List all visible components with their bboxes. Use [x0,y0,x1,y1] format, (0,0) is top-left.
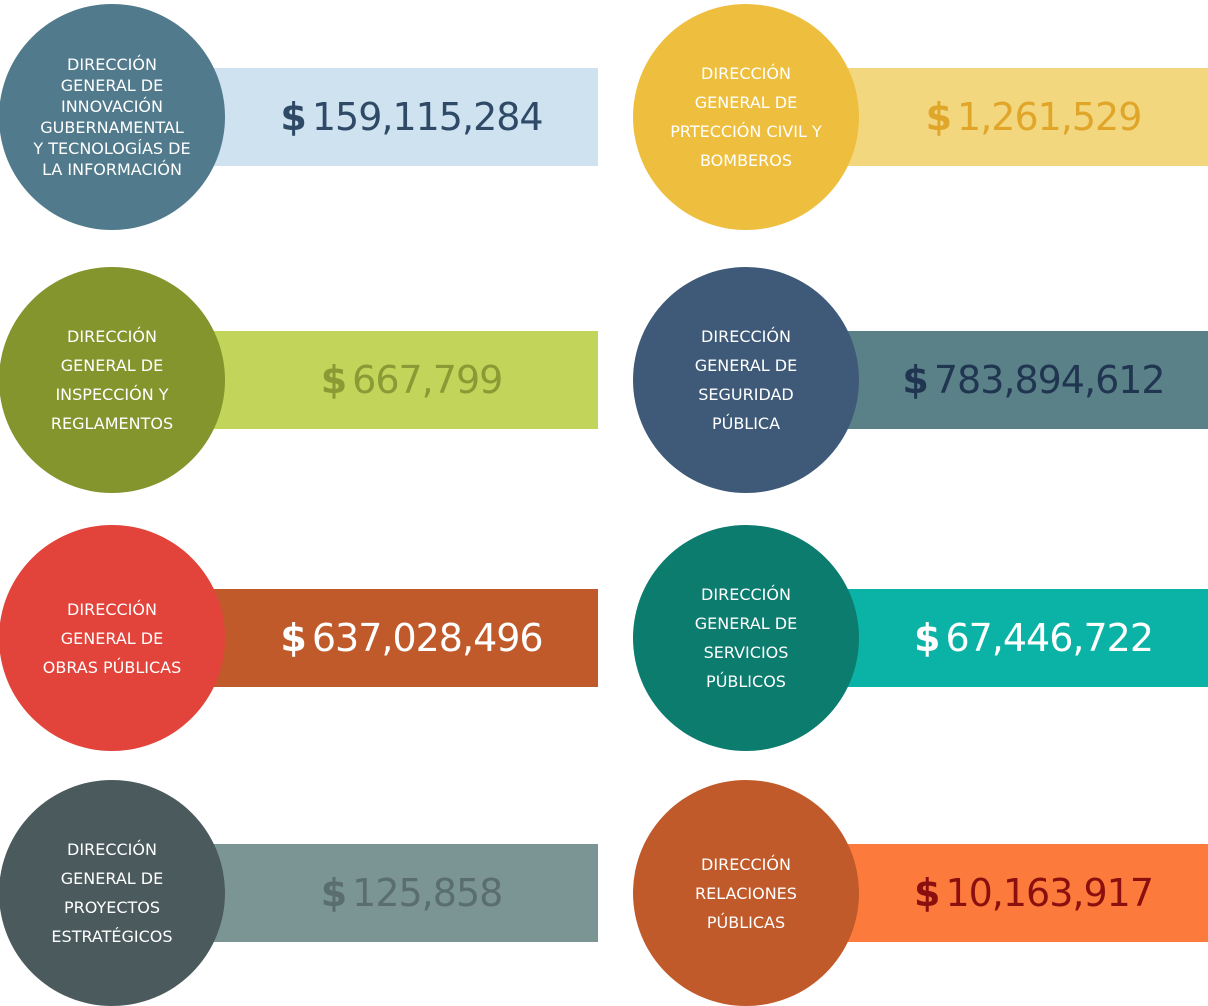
department-label: PROYECTOS [63,898,161,917]
department-label: ESTRATÉGICOS [51,927,173,946]
department-label: GENERAL DE [60,356,164,375]
currency-symbol: $ [925,95,952,139]
amount-value: 125,858 [352,871,503,915]
amount-band [834,844,1208,942]
department-label: SEGURIDAD [698,385,794,404]
amount: $667,799 [225,331,598,429]
department-label: GUBERNAMENTAL [40,118,184,137]
department-label: INSPECCIÓN Y [55,385,169,404]
amount-band [200,589,598,687]
amount-value: 637,028,496 [311,616,544,660]
currency-symbol: $ [913,616,940,660]
amount-band [834,589,1208,687]
currency-symbol: $ [913,871,940,915]
department-label: OBRAS PÚBLICAS [42,657,182,677]
currency-symbol: $ [320,871,347,915]
department-circle: DIRECCIÓN GENERAL DE INSPECCIÓN Y REGLAMENT… [0,267,225,493]
department-label: DIRECCIÓN [67,55,157,74]
department-label: PÚBLICAS [706,912,786,932]
department-circle: DIRECCIÓN GENERAL DE OBRAS PÚBLICAS [0,525,225,751]
department-circle: DIRECCIÓN RELACIONES PÚBLICAS [633,780,859,1006]
amount-band [200,844,598,942]
department-label: DIRECCIÓN [701,327,791,346]
department-label: SERVICIOS [703,643,789,662]
amount-band [834,68,1208,166]
department-circle: DIRECCIÓN GENERAL DE PRTECCIÓN CIVIL Y BOMB… [633,4,859,230]
department-label: REGLAMENTOS [50,414,174,433]
department-label: PÚBLICOS [706,672,786,691]
department-label: DIRECCIÓN [67,840,157,859]
department-label: RELACIONES [695,883,797,903]
department-label: LA INFORMACIÓN [42,160,182,179]
currency-symbol: $ [902,358,928,402]
department-label: Y TECNOLOGÍAS DE [33,139,191,158]
department-label: GENERAL DE [694,614,798,633]
amount-band [834,331,1208,429]
department-label: DIRECCIÓN [67,327,157,346]
currency-symbol: $ [280,95,306,139]
currency-symbol: $ [280,616,306,660]
department-label: GENERAL DE [694,356,798,375]
department-label: GENERAL DE [60,869,164,888]
amount: $1,261,529 [859,68,1208,166]
department-label: GENERAL DE [60,76,164,95]
amount: $125,858 [225,844,598,942]
amount: $10,163,917 [859,844,1208,942]
department-label: BOMBEROS [699,151,793,170]
department-label: PRTECCIÓN CIVIL Y [670,122,822,141]
department-circle: DIRECCIÓN GENERAL DE PROYECTOS ESTRATÉGICOS [0,780,225,1006]
department-label: DIRECCIÓN [67,599,157,619]
amount: $637,028,496 [225,589,598,687]
department-circle: DIRECCIÓN GENERAL DE INNOVACIÓN GUBERNAMENT… [0,4,225,230]
amount: $159,115,284 [225,68,598,166]
amount-value: 159,115,284 [311,95,544,139]
amount: $67,446,722 [859,589,1208,687]
department-label: DIRECCIÓN [701,64,791,83]
department-label: PÚBLICA [711,414,781,433]
department-circle: DIRECCIÓN GENERAL DE SEGURIDAD PÚBLICA [633,267,859,493]
amount-value: 667,799 [352,358,503,402]
amount-value: 1,261,529 [957,95,1142,139]
department-label: GENERAL DE [694,93,798,112]
amount-band [200,68,598,166]
amount-value: 783,894,612 [933,358,1166,402]
department-label: DIRECCIÓN [701,585,791,604]
department-circle: DIRECCIÓN GENERAL DE SERVICIOS PÚBLICOS [633,525,859,751]
department-label: INNOVACIÓN [60,97,163,116]
department-label: DIRECCIÓN [701,854,791,874]
amount-value: 67,446,722 [945,616,1154,660]
amount-band [200,331,598,429]
amount-value: 10,163,917 [945,871,1154,915]
amount: $783,894,612 [859,331,1208,429]
department-label: GENERAL DE [60,628,164,648]
currency-symbol: $ [320,358,347,402]
